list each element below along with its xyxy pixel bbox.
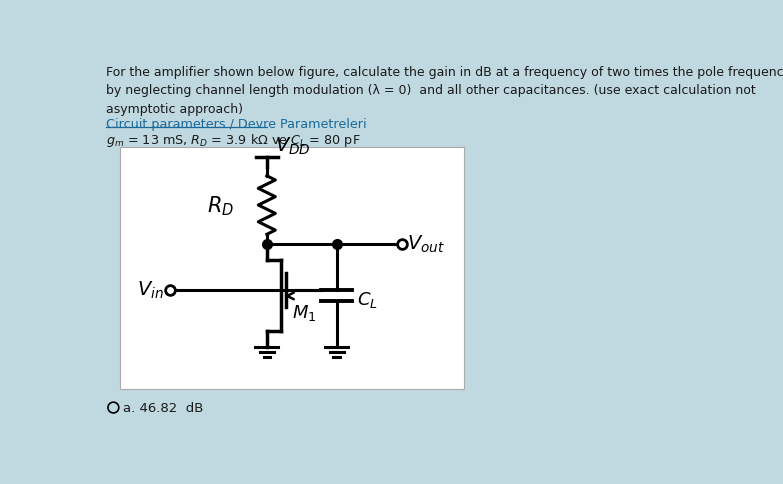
Text: $R_D$: $R_D$ xyxy=(207,194,234,217)
Text: a. 46.82  dB: a. 46.82 dB xyxy=(124,401,204,414)
Text: $M_1$: $M_1$ xyxy=(291,302,316,322)
Text: $V_{DD}$: $V_{DD}$ xyxy=(275,135,310,156)
Text: $V_{out}$: $V_{out}$ xyxy=(407,233,446,255)
FancyBboxPatch shape xyxy=(120,147,464,389)
Text: $V_{in}$: $V_{in}$ xyxy=(137,280,164,301)
Text: Circuit parameters / Devre Parametreleri: Circuit parameters / Devre Parametreleri xyxy=(106,118,366,131)
Text: For the amplifier shown below figure, calculate the gain in dB at a frequency of: For the amplifier shown below figure, ca… xyxy=(106,66,783,116)
Text: $g_m$ = 13 mS, $R_D$ = 3.9 k$\Omega$ ve $C_L$ = 80 pF: $g_m$ = 13 mS, $R_D$ = 3.9 k$\Omega$ ve … xyxy=(106,132,360,149)
Text: $C_L$: $C_L$ xyxy=(357,289,377,309)
